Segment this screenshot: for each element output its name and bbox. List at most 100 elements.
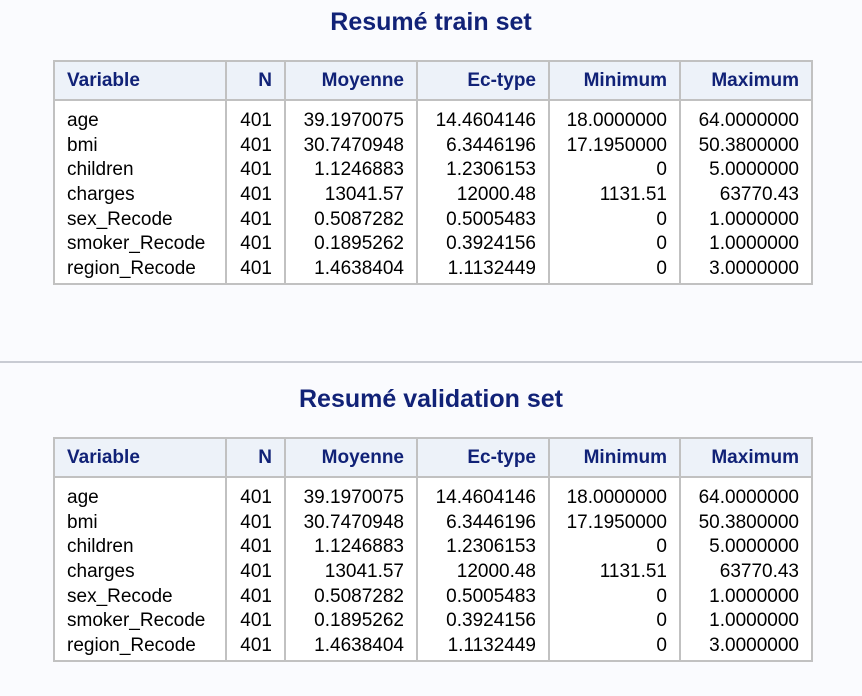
cell-variable: children — [53, 535, 227, 560]
cell-moyenne: 0.5087282 — [284, 207, 418, 232]
cell-minimum: 1131.51 — [548, 559, 681, 585]
cell-n: 401 — [225, 633, 286, 663]
cell-ec-type: 12000.48 — [416, 559, 550, 585]
cell-n: 401 — [225, 256, 286, 286]
cell-maximum: 3.0000000 — [679, 256, 813, 286]
cell-n: 401 — [225, 231, 286, 257]
cell-moyenne: 30.7470948 — [284, 510, 418, 536]
table-row: bmi 401 30.7470948 6.3446196 17.1950000 50.38… — [53, 133, 813, 159]
table-row: charges 401 13041.57 12000.48 1131.51 63770.4… — [53, 559, 813, 585]
cell-variable: bmi — [53, 510, 227, 536]
cell-ec-type: 0.5005483 — [416, 584, 550, 609]
table-header-row: Variable N Moyenne Ec-type Minimum Maxim… — [53, 60, 813, 101]
cell-variable: region_Recode — [53, 633, 227, 663]
cell-moyenne: 0.5087282 — [284, 584, 418, 609]
cell-minimum: 17.1950000 — [548, 510, 681, 536]
table-row: children 401 1.1246883 1.2306153 0 5.0000000 — [53, 535, 813, 560]
cell-ec-type: 14.4604146 — [416, 100, 550, 134]
cell-maximum: 5.0000000 — [679, 158, 813, 183]
cell-minimum: 0 — [548, 231, 681, 257]
cell-minimum: 0 — [548, 535, 681, 560]
cell-maximum: 1.0000000 — [679, 207, 813, 232]
cell-moyenne: 1.4638404 — [284, 256, 418, 286]
cell-minimum: 18.0000000 — [548, 477, 681, 511]
header-maximum: Maximum — [679, 437, 813, 478]
cell-maximum: 1.0000000 — [679, 584, 813, 609]
cell-maximum: 1.0000000 — [679, 608, 813, 634]
cell-ec-type: 6.3446196 — [416, 133, 550, 159]
validation-table-title: Resumé validation set — [299, 385, 563, 413]
cell-n: 401 — [225, 100, 286, 134]
cell-maximum: 50.3800000 — [679, 133, 813, 159]
table-row: sex_Recode 401 0.5087282 0.5005483 0 1.000000… — [53, 584, 813, 609]
cell-variable: sex_Recode — [53, 584, 227, 609]
cell-minimum: 1131.51 — [548, 182, 681, 208]
cell-moyenne: 1.4638404 — [284, 633, 418, 663]
train-table-body: age 401 39.1970075 14.4604146 18.0000000 64.0… — [53, 100, 813, 286]
cell-maximum: 3.0000000 — [679, 633, 813, 663]
cell-moyenne: 39.1970075 — [284, 100, 418, 134]
cell-variable: sex_Recode — [53, 207, 227, 232]
cell-ec-type: 1.2306153 — [416, 158, 550, 183]
table-row: region_Recode 401 1.4638404 1.1132449 0 3.000… — [53, 633, 813, 663]
table-row: age 401 39.1970075 14.4604146 18.0000000 64.0… — [53, 100, 813, 134]
table-header-row: Variable N Moyenne Ec-type Minimum Maxim… — [53, 437, 813, 478]
table-row: age 401 39.1970075 14.4604146 18.0000000 64.0… — [53, 477, 813, 511]
validation-summary-table: Variable N Moyenne Ec-type Minimum Maxim… — [53, 437, 813, 663]
cell-maximum: 1.0000000 — [679, 231, 813, 257]
header-minimum: Minimum — [548, 60, 681, 101]
cell-maximum: 63770.43 — [679, 559, 813, 585]
cell-ec-type: 1.2306153 — [416, 535, 550, 560]
header-maximum: Maximum — [679, 60, 813, 101]
cell-ec-type: 14.4604146 — [416, 477, 550, 511]
validation-summary-section: Resumé validation set Variable N Moyenne… — [0, 363, 862, 696]
cell-ec-type: 1.1132449 — [416, 633, 550, 663]
cell-minimum: 18.0000000 — [548, 100, 681, 134]
cell-variable: age — [53, 477, 227, 511]
cell-moyenne: 0.1895262 — [284, 608, 418, 634]
cell-n: 401 — [225, 535, 286, 560]
table-row: sex_Recode 401 0.5087282 0.5005483 0 1.000000… — [53, 207, 813, 232]
cell-moyenne: 39.1970075 — [284, 477, 418, 511]
train-table-title: Resumé train set — [330, 8, 532, 36]
cell-ec-type: 0.3924156 — [416, 231, 550, 257]
section-divider — [0, 361, 862, 363]
cell-moyenne: 13041.57 — [284, 559, 418, 585]
cell-moyenne: 13041.57 — [284, 182, 418, 208]
table-row: smoker_Recode 401 0.1895262 0.3924156 0 1.000… — [53, 231, 813, 257]
cell-variable: smoker_Recode — [53, 608, 227, 634]
cell-ec-type: 12000.48 — [416, 182, 550, 208]
table-row: region_Recode 401 1.4638404 1.1132449 0 3.000… — [53, 256, 813, 286]
header-minimum: Minimum — [548, 437, 681, 478]
cell-n: 401 — [225, 207, 286, 232]
cell-minimum: 0 — [548, 633, 681, 663]
cell-moyenne: 30.7470948 — [284, 133, 418, 159]
validation-table-body: age 401 39.1970075 14.4604146 18.0000000 64.0… — [53, 477, 813, 663]
cell-ec-type: 0.3924156 — [416, 608, 550, 634]
header-n: N — [225, 437, 286, 478]
cell-moyenne: 1.1246883 — [284, 535, 418, 560]
cell-n: 401 — [225, 584, 286, 609]
table-row: bmi 401 30.7470948 6.3446196 17.1950000 50.38… — [53, 510, 813, 536]
cell-minimum: 0 — [548, 256, 681, 286]
header-ec-type: Ec-type — [416, 60, 550, 101]
cell-minimum: 0 — [548, 207, 681, 232]
cell-ec-type: 1.1132449 — [416, 256, 550, 286]
cell-ec-type: 0.5005483 — [416, 207, 550, 232]
header-variable: Variable — [53, 437, 227, 478]
table-row: charges 401 13041.57 12000.48 1131.51 63770.4… — [53, 182, 813, 208]
cell-n: 401 — [225, 608, 286, 634]
train-summary-section: Resumé train set Variable N Moyenne Ec-t… — [53, 8, 813, 286]
cell-n: 401 — [225, 510, 286, 536]
cell-variable: bmi — [53, 133, 227, 159]
cell-variable: region_Recode — [53, 256, 227, 286]
table-row: children 401 1.1246883 1.2306153 0 5.0000000 — [53, 158, 813, 183]
cell-variable: children — [53, 158, 227, 183]
header-moyenne: Moyenne — [284, 437, 418, 478]
cell-minimum: 0 — [548, 584, 681, 609]
train-summary-table: Variable N Moyenne Ec-type Minimum Maxim… — [53, 60, 813, 286]
cell-minimum: 17.1950000 — [548, 133, 681, 159]
cell-variable: smoker_Recode — [53, 231, 227, 257]
cell-n: 401 — [225, 133, 286, 159]
cell-maximum: 5.0000000 — [679, 535, 813, 560]
